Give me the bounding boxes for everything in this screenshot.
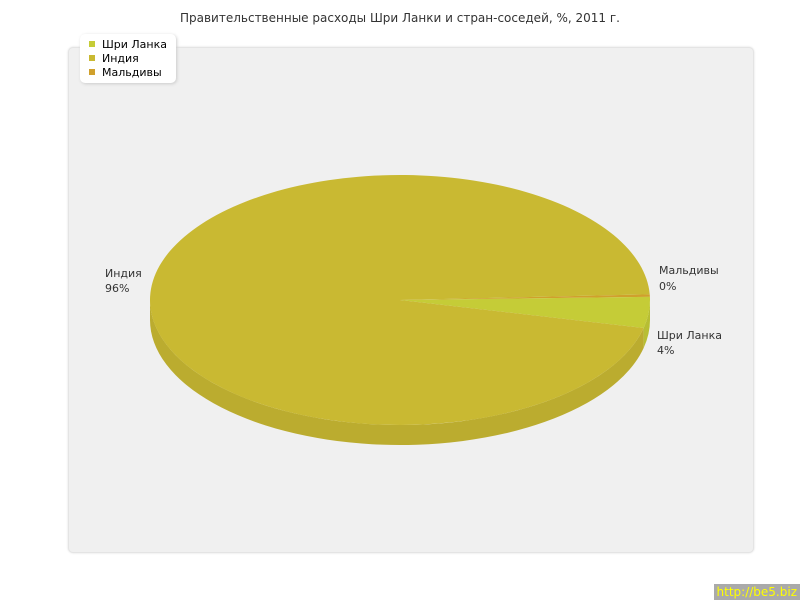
label-sri-lanka-value: 4%: [657, 344, 674, 357]
slice-Индия[interactable]: [150, 175, 650, 426]
legend-label: Мальдивы: [102, 65, 162, 79]
slice-side-0[interactable]: [643, 300, 650, 349]
label-sri-lanka-name: Шри Ланка: [657, 329, 722, 342]
legend-item-sri-lanka[interactable]: Шри Ланка: [89, 37, 167, 51]
slice-side-1[interactable]: [150, 300, 644, 446]
legend-swatch: [89, 41, 95, 47]
legend-item-india[interactable]: Индия: [89, 51, 167, 65]
label-india-name: Индия: [105, 267, 142, 280]
legend-swatch: [89, 69, 95, 75]
slice-Шри Ланка[interactable]: [400, 296, 650, 329]
legend-item-maldives[interactable]: Мальдивы: [89, 65, 167, 79]
legend-swatch: [89, 55, 95, 61]
label-india-value: 96%: [105, 282, 129, 295]
legend-label: Индия: [102, 51, 139, 65]
chart-title: Правительственные расходы Шри Ланки и ст…: [179, 11, 620, 25]
slice-Мальдивы[interactable]: [400, 294, 650, 300]
watermark[interactable]: http://be5.biz: [713, 584, 800, 600]
label-maldives-name: Мальдивы: [659, 264, 719, 277]
legend-label: Шри Ланка: [102, 37, 167, 51]
legend: Шри Ланка Индия Мальдивы: [80, 34, 176, 83]
label-maldives-value: 0%: [659, 280, 676, 293]
